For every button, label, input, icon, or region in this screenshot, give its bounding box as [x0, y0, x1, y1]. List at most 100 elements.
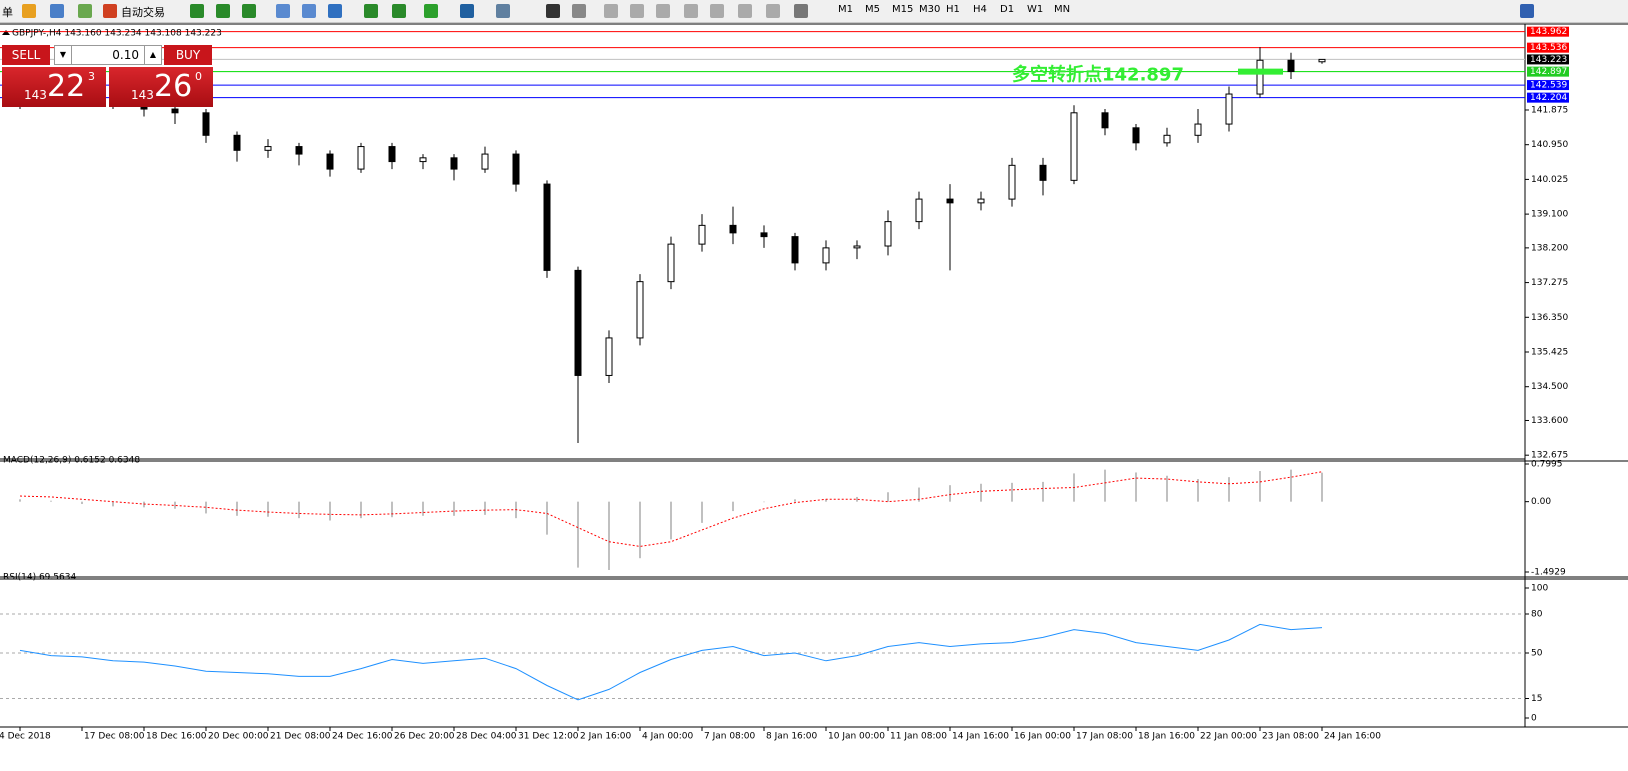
icon[interactable]: [738, 4, 752, 18]
macd-bar: [174, 501, 176, 509]
timeframe-button[interactable]: M30: [919, 4, 941, 15]
candle-body: [388, 146, 396, 163]
icon[interactable]: [392, 4, 406, 18]
icon[interactable]: [684, 4, 698, 18]
y-tick-label: 15: [1531, 694, 1542, 704]
timeframe-button[interactable]: M15: [892, 4, 914, 15]
buy-button[interactable]: BUY: [164, 45, 212, 65]
icon[interactable]: [328, 4, 342, 18]
macd-bar: [1197, 479, 1199, 502]
macd-bar: [329, 501, 331, 521]
timeframe-button[interactable]: M5: [865, 4, 880, 15]
y-tick-label: 0.7995: [1531, 460, 1563, 470]
annotation: 多空转折点142.897: [1012, 64, 1184, 86]
icon[interactable]: [710, 4, 724, 18]
macd-bar: [81, 501, 83, 505]
icon[interactable]: [766, 4, 780, 18]
x-tick-label: 17 Dec 08:00: [84, 732, 145, 742]
icon[interactable]: [424, 4, 438, 18]
macd-bar: [484, 501, 486, 515]
candle-body: [760, 232, 768, 238]
macd-bar: [639, 501, 641, 559]
auto-trade[interactable]: 自动交易: [121, 6, 165, 19]
timeframe-button[interactable]: M1: [838, 4, 853, 15]
menu[interactable]: 单: [2, 6, 13, 19]
sell-price[interactable]: 143 22 3: [2, 67, 106, 107]
icon[interactable]: [50, 4, 64, 18]
icon[interactable]: [546, 4, 560, 18]
macd-bar: [422, 501, 424, 516]
y-tick-label: 137.275: [1531, 278, 1568, 288]
macd-bar: [980, 483, 982, 502]
candle-body: [1070, 112, 1078, 181]
macd-bar: [670, 501, 672, 540]
macd-bar: [608, 501, 610, 570]
lot-down[interactable]: ▼: [55, 46, 72, 64]
icon[interactable]: [794, 4, 808, 18]
macd-bar: [236, 501, 238, 516]
icon[interactable]: [364, 4, 378, 18]
candle-body: [543, 183, 551, 271]
icon[interactable]: [604, 4, 618, 18]
candle-body: [1039, 164, 1047, 181]
macd-bar: [701, 501, 703, 523]
sell-button[interactable]: SELL: [2, 45, 50, 65]
price-level-box: [1527, 66, 1569, 77]
icon[interactable]: [276, 4, 290, 18]
lot-up[interactable]: ▲: [144, 46, 161, 64]
buy-price[interactable]: 143 26 0: [109, 67, 213, 107]
macd-bar: [794, 499, 796, 502]
timeframe-button[interactable]: MN: [1054, 4, 1071, 15]
timeframe-button[interactable]: D1: [1000, 4, 1015, 15]
candle-body: [295, 146, 303, 155]
icon[interactable]: [302, 4, 316, 18]
y-tick-label: 50: [1531, 649, 1543, 659]
x-tick-label: 22 Jan 00:00: [1200, 732, 1257, 742]
x-tick-label: 7 Jan 08:00: [704, 732, 756, 742]
candle-body: [915, 198, 923, 223]
icon[interactable]: [460, 4, 474, 18]
icon[interactable]: [190, 4, 204, 18]
candle-body: [264, 146, 272, 151]
candle-body: [667, 243, 675, 283]
collapse-arrow: [2, 30, 10, 35]
icon[interactable]: [242, 4, 256, 18]
candle-body: [884, 221, 892, 247]
candle-body: [1318, 58, 1326, 63]
icon[interactable]: [216, 4, 230, 18]
icon[interactable]: [656, 4, 670, 18]
candle-body: [357, 146, 365, 170]
candle-body: [1101, 112, 1109, 129]
macd-bar: [298, 501, 300, 519]
indicator-title: MACD(12,26,9) 0.6152 0.6348: [3, 456, 140, 466]
candle-body: [326, 153, 334, 170]
timeframe-button[interactable]: W1: [1027, 4, 1044, 15]
y-tick-label: 0: [1531, 714, 1537, 724]
icon[interactable]: [630, 4, 644, 18]
x-tick-label: 8 Jan 16:00: [766, 732, 818, 742]
candle-body: [1194, 123, 1202, 136]
x-tick-label: 16 Jan 00:00: [1014, 732, 1071, 742]
search-icon[interactable]: [1520, 4, 1534, 18]
big-figure: 143: [131, 88, 154, 102]
pips: 22: [47, 69, 86, 104]
lot-value[interactable]: 0.10: [112, 48, 139, 62]
chart-header: GBPJPY-,H4 143.160 143.234 143.108 143.2…: [12, 29, 222, 39]
x-tick-label: 17 Jan 08:00: [1076, 732, 1133, 742]
chart-window: 141.875 140.950 140.025 139.100 138.200 137.2…: [0, 23, 1628, 742]
price-level-label: 142.539: [1530, 81, 1567, 91]
macd-bar: [453, 501, 455, 516]
x-tick-label: 2 Jan 16:00: [580, 732, 632, 742]
icon[interactable]: [78, 4, 92, 18]
icon[interactable]: [572, 4, 586, 18]
timeframe-button[interactable]: H4: [973, 4, 987, 15]
lot-box[interactable]: ▼ 0.10 ▲: [54, 45, 162, 65]
macd-bar: [1321, 472, 1323, 502]
macd-bar: [267, 501, 269, 517]
icon[interactable]: [496, 4, 510, 18]
icon[interactable]: [103, 4, 117, 18]
timeframe-button[interactable]: H1: [946, 4, 960, 15]
icon[interactable]: [22, 4, 36, 18]
macd-bar: [825, 499, 827, 502]
point: 0: [195, 70, 202, 83]
